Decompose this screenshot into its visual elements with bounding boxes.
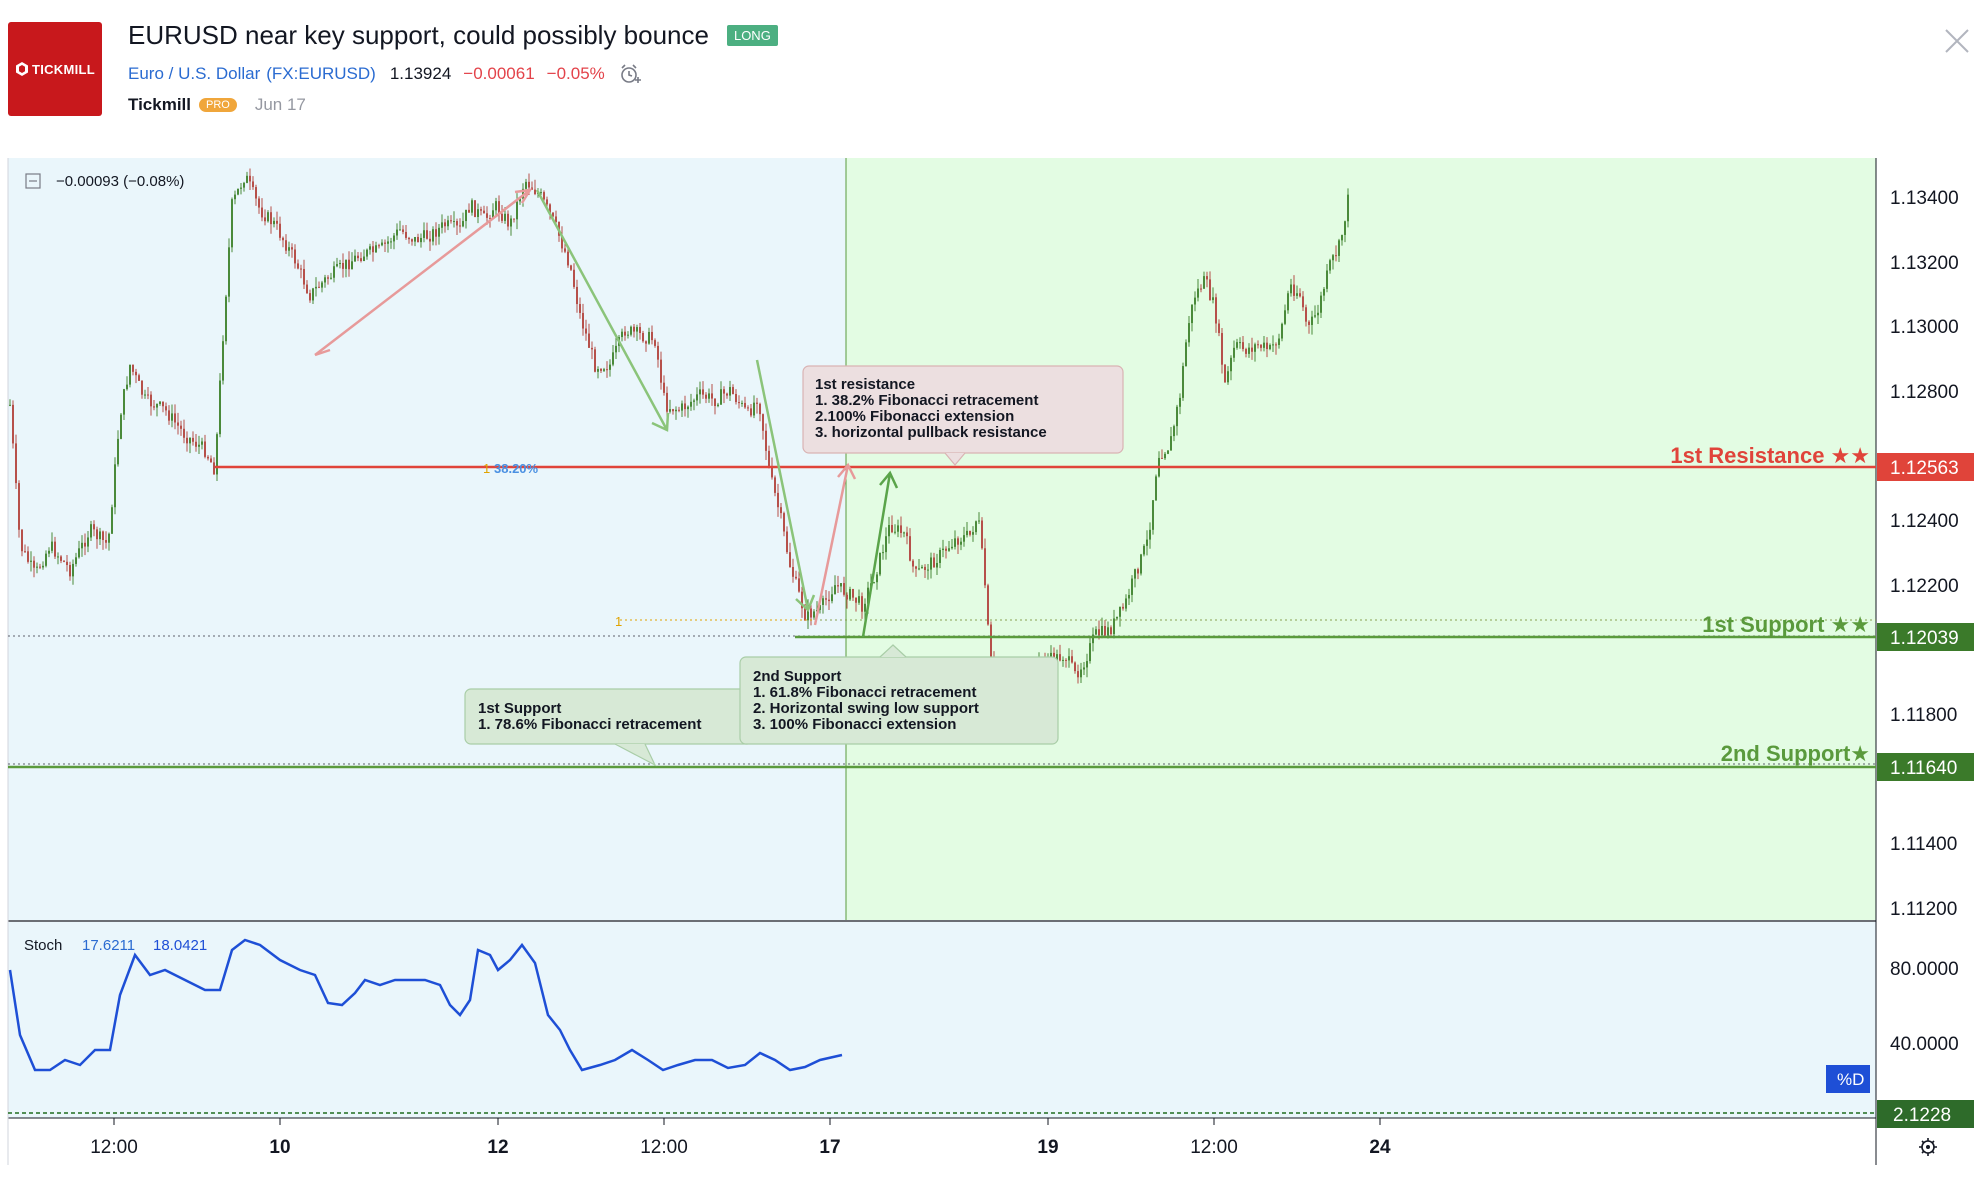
tickmill-logo[interactable]: TICKMILL [8,22,102,116]
long-zone-background [846,158,1876,920]
support1-label: 1st Support ★★ [1702,612,1870,637]
stoch-tick-40: 40.0000 [1890,1034,1959,1055]
time-tick: 12:00 [90,1137,138,1158]
green-arrow-down-2[interactable] [755,359,810,611]
long-badge: LONG [726,25,778,46]
idea-title: EURUSD near key support, could possibly … [128,20,709,50]
time-tick: 17 [819,1137,840,1158]
resistance-note-line-2: 1. 38.2% Fibonacci retracement [815,392,1038,409]
pane-collapse-toggle[interactable] [25,173,41,189]
support2-note[interactable]: 2nd Support 1. 61.8% Fibonacci retraceme… [739,644,1059,745]
symbol-price: 1.13924 [389,64,452,83]
stoch-last-value: 2.1228 [1893,1105,1951,1126]
resistance-label: 1st Resistance ★★ [1670,443,1870,468]
support1-note[interactable]: 1st Support 1. 78.6% Fibonacci retraceme… [464,688,754,767]
pre-zone-background [8,158,846,920]
support2-note-line-4: 3. 100% Fibonacci extension [753,716,956,733]
stoch-k-value: 17.6211 [82,937,135,954]
price-axis-ticks: 1.13400 1.13200 1.13000 1.12800 1.12400 … [1890,188,1959,920]
symbol-code-link[interactable]: (FX:EURUSD) [266,64,376,83]
fib-marker-2: 1 [615,614,622,629]
publish-date: Jun 17 [254,95,306,114]
pink-arrow-up-1[interactable] [314,189,531,356]
time-tick: 19 [1037,1137,1058,1158]
price-tick: 1.12800 [1890,382,1959,403]
price-tick: 1.11200 [1890,899,1957,920]
price-tick: 1.13000 [1890,317,1959,338]
chart-svg[interactable]: 1 38.20% 1 1st resistance 1. 38.2% Fibon… [0,155,1984,1186]
time-tick: 12:00 [640,1137,688,1158]
pane-change-value: −0.00093 (−0.08%) [56,173,184,190]
resistance-price-tag [1877,453,1974,481]
chart-settings-icon[interactable] [1919,1138,1937,1156]
author-name[interactable]: Tickmill [128,95,191,114]
support1-note-line-1: 1st Support [478,700,561,717]
stoch-line [8,938,843,1072]
chart-area[interactable]: 1 38.20% 1 1st resistance 1. 38.2% Fibon… [0,155,1984,1186]
pro-badge: PRO [199,98,237,112]
stoch-pane-background [8,922,1876,1118]
tickmill-logo-icon [15,62,28,76]
price-tick: 1.12400 [1890,511,1959,532]
support2-price: 1.11640 [1890,758,1957,779]
price-tick: 1.13400 [1890,188,1959,209]
support2-price-tag [1877,753,1974,781]
resistance-note-line-1: 1st resistance [815,376,915,393]
green-arrow-up-3[interactable] [861,472,892,638]
price-tick: 1.12200 [1890,576,1959,597]
stoch-d-value: 18.0421 [153,937,207,954]
resistance-note-line-3: 2.100% Fibonacci extension [815,408,1014,425]
idea-header: TICKMILL EURUSD near key support, could … [0,0,1984,155]
stoch-name: Stoch [24,937,62,954]
resistance-note-line-4: 3. horizontal pullback resistance [815,424,1047,441]
time-tick: 24 [1369,1137,1391,1158]
support1-price: 1.12039 [1890,628,1959,649]
resistance-note[interactable]: 1st resistance 1. 38.2% Fibonacci retrac… [802,365,1124,466]
symbol-change: −0.00061 [463,64,535,83]
symbol-change-pct: −0.05% [546,64,605,83]
support1-price-tag [1877,623,1974,651]
green-arrow-down-1[interactable] [535,189,669,431]
support2-note-line-2: 1. 61.8% Fibonacci retracement [753,684,976,701]
support2-label: 2nd Support★ [1721,741,1870,766]
time-tick: 12 [487,1137,508,1158]
stoch-d-badge [1826,1065,1870,1093]
stoch-last-tag [1877,1100,1974,1128]
price-tick: 1.11800 [1890,705,1957,726]
time-tick: 10 [269,1137,290,1158]
resistance-price: 1.12563 [1890,458,1959,479]
support2-note-line-3: 2. Horizontal swing low support [753,700,979,717]
time-tick: 12:00 [1190,1137,1238,1158]
drawing-arrows[interactable] [314,188,899,638]
price-tick: 1.11400 [1890,834,1957,855]
support2-note-line-1: 2nd Support [753,668,841,685]
close-icon[interactable] [1942,26,1972,56]
fib-marker-1: 1 [483,461,490,476]
add-alert-icon[interactable] [619,63,643,85]
logo-text: TICKMILL [31,61,96,77]
pink-arrow-up-2[interactable] [813,464,850,626]
time-axis[interactable]: 12:00 10 12 12:00 17 19 12:00 24 [90,1118,1391,1158]
fib-38-label: 38.20% [494,461,539,476]
stoch-d-badge-label: %D [1837,1070,1864,1089]
price-tick: 1.13200 [1890,253,1959,274]
stoch-tick-80: 80.0000 [1890,959,1959,980]
symbol-name-link[interactable]: Euro / U.S. Dollar [128,64,261,83]
support1-note-line-2: 1. 78.6% Fibonacci retracement [478,716,701,733]
